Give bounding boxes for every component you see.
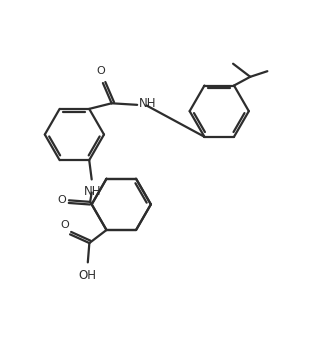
- Text: NH: NH: [84, 185, 102, 198]
- Text: O: O: [58, 195, 67, 205]
- Text: OH: OH: [79, 268, 97, 282]
- Text: O: O: [60, 220, 69, 230]
- Text: NH: NH: [139, 97, 156, 110]
- Text: O: O: [96, 66, 105, 76]
